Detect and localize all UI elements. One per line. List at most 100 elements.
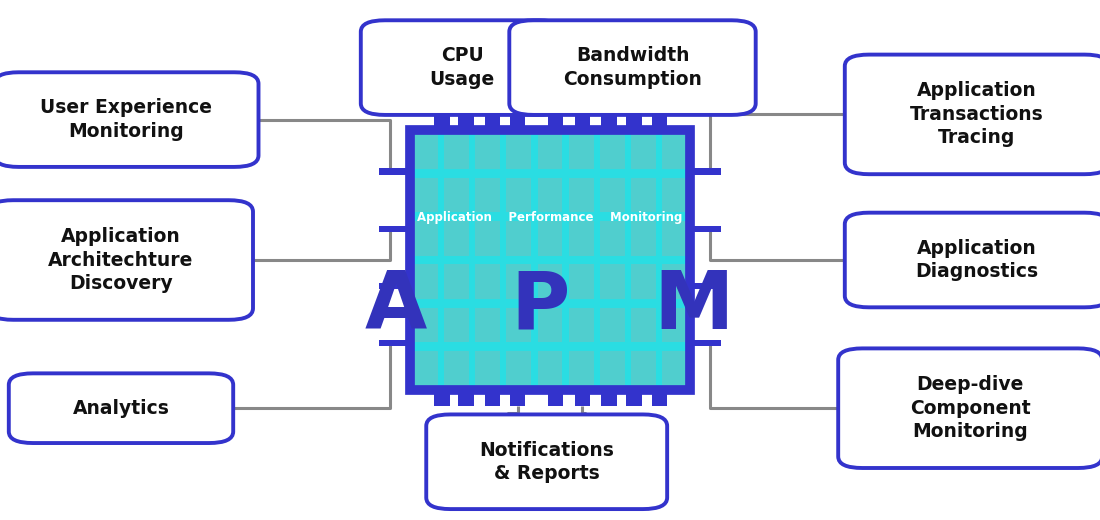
FancyBboxPatch shape (845, 55, 1100, 174)
Bar (651, 390, 667, 406)
Bar (458, 114, 473, 130)
Bar (506, 221, 531, 256)
Bar (412, 308, 438, 342)
Bar (506, 134, 531, 169)
Text: Bandwidth
Consumption: Bandwidth Consumption (563, 46, 702, 89)
Bar (412, 351, 438, 386)
Bar (434, 390, 450, 406)
Bar (600, 351, 625, 386)
Text: Deep-dive
Component
Monitoring: Deep-dive Component Monitoring (910, 375, 1031, 441)
Bar (458, 390, 473, 406)
Bar (485, 114, 501, 130)
Bar (600, 178, 625, 212)
Bar (691, 226, 722, 232)
Bar (475, 221, 500, 256)
Bar (602, 114, 617, 130)
Text: Notifications
& Reports: Notifications & Reports (480, 440, 614, 483)
Bar (412, 134, 438, 169)
Bar (662, 134, 688, 169)
Bar (600, 308, 625, 342)
Bar (538, 264, 562, 299)
Bar (538, 221, 562, 256)
Bar (538, 178, 562, 212)
Bar (506, 264, 531, 299)
Bar (378, 283, 409, 289)
Bar (569, 134, 594, 169)
Bar (691, 283, 722, 289)
Bar (662, 351, 688, 386)
Text: Application
Transactions
Tracing: Application Transactions Tracing (910, 82, 1044, 147)
Bar (409, 130, 691, 390)
Bar (475, 178, 500, 212)
Bar (475, 351, 500, 386)
Bar (569, 264, 594, 299)
Bar (475, 134, 500, 169)
Bar (444, 264, 469, 299)
Bar (506, 351, 531, 386)
Bar (651, 114, 667, 130)
Bar (538, 308, 562, 342)
Bar (506, 308, 531, 342)
Bar (602, 390, 617, 406)
Bar (631, 308, 656, 342)
Bar (412, 178, 438, 212)
Bar (600, 134, 625, 169)
Bar (434, 114, 450, 130)
Bar (631, 178, 656, 212)
Bar (627, 390, 642, 406)
FancyBboxPatch shape (509, 20, 756, 115)
Bar (475, 308, 500, 342)
Bar (485, 390, 501, 406)
Text: Application    Performance    Monitoring: Application Performance Monitoring (417, 211, 683, 224)
Bar (631, 351, 656, 386)
Bar (631, 221, 656, 256)
Bar (510, 114, 526, 130)
Bar (548, 114, 563, 130)
Bar (662, 221, 688, 256)
FancyBboxPatch shape (0, 72, 258, 167)
Bar (662, 178, 688, 212)
Bar (444, 221, 469, 256)
Bar (574, 390, 590, 406)
Bar (444, 134, 469, 169)
Bar (662, 264, 688, 299)
Text: A   P   M: A P M (365, 268, 735, 346)
Bar (510, 390, 526, 406)
Bar (569, 308, 594, 342)
Text: CPU
Usage: CPU Usage (429, 46, 495, 89)
Bar (662, 308, 688, 342)
Bar (475, 264, 500, 299)
Bar (627, 114, 642, 130)
Bar (569, 351, 594, 386)
Text: Analytics: Analytics (73, 399, 169, 418)
FancyBboxPatch shape (9, 373, 233, 443)
Bar (569, 178, 594, 212)
Bar (412, 221, 438, 256)
Bar (691, 168, 722, 175)
Bar (506, 178, 531, 212)
Bar (574, 114, 590, 130)
Bar (600, 221, 625, 256)
Bar (378, 226, 409, 232)
FancyBboxPatch shape (0, 200, 253, 320)
FancyBboxPatch shape (838, 348, 1100, 468)
Bar (631, 264, 656, 299)
Bar (409, 130, 691, 390)
Bar (444, 308, 469, 342)
Bar (691, 340, 722, 346)
Text: Application
Diagnostics: Application Diagnostics (915, 239, 1038, 281)
Bar (600, 264, 625, 299)
Bar (548, 390, 563, 406)
FancyBboxPatch shape (361, 20, 563, 115)
Bar (444, 351, 469, 386)
Bar (538, 351, 562, 386)
Bar (412, 264, 438, 299)
Bar (569, 221, 594, 256)
Text: User Experience
Monitoring: User Experience Monitoring (41, 98, 212, 141)
Bar (631, 134, 656, 169)
Bar (538, 134, 562, 169)
FancyBboxPatch shape (845, 213, 1100, 307)
Text: Application
Architechture
Discovery: Application Architechture Discovery (48, 227, 194, 293)
Bar (444, 178, 469, 212)
FancyBboxPatch shape (426, 414, 667, 509)
